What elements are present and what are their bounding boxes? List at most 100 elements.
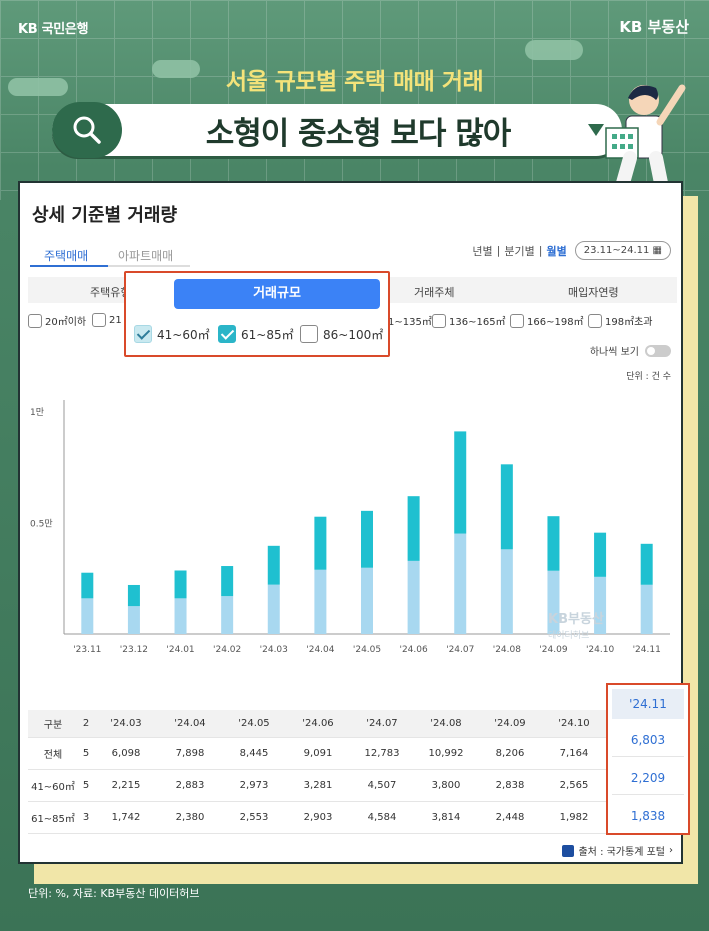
source-link[interactable]: 출처 : 국가통계 포털 › xyxy=(562,843,673,858)
highlight-41-60: 2,209 xyxy=(612,761,684,795)
checkbox-166-198[interactable]: 166~198㎡ xyxy=(510,313,584,328)
checkbox-20[interactable]: 20㎡이하 xyxy=(28,313,86,328)
document-icon xyxy=(562,844,575,857)
bar-segment-mid xyxy=(81,572,94,599)
checkbox-101-135[interactable]: 1~135㎡ xyxy=(388,313,432,328)
caret-down-icon xyxy=(588,124,604,136)
table-cell: 2,883 xyxy=(175,780,205,791)
filter-buyer-age[interactable]: 매입자연령 xyxy=(568,286,619,299)
table-header-row: 구분 2 '24.03 '24.04 '24.05 '24.06 '24.07 '24.08 '… xyxy=(28,710,618,738)
checkbox-label: 136~165㎡ xyxy=(449,317,506,328)
checkbox-box xyxy=(300,325,318,343)
kb-bank-logo: KB 국민은행 xyxy=(18,22,89,37)
table-header-cell: '24.10 xyxy=(558,718,590,729)
size-filter-highlight: 거래규모 41~60㎡ 61~85㎡ 86~100㎡ xyxy=(124,271,390,357)
chevron-right-icon: › xyxy=(669,845,673,856)
bar-segment-mid xyxy=(547,516,560,571)
x-tick-label: '24.11 xyxy=(633,645,661,655)
footer-note: 단위: %, 자료: KB부동산 데이터허브 xyxy=(28,887,200,900)
bar-segment-small xyxy=(314,569,327,634)
unit-label: 단위 : 건 수 xyxy=(626,372,671,382)
filter-housing-type[interactable]: 주택유형 xyxy=(90,286,131,299)
cloud-decoration xyxy=(525,40,583,60)
checkbox-box xyxy=(28,313,42,328)
period-month[interactable]: 월별 xyxy=(546,244,567,258)
period-quarter[interactable]: 분기별 xyxy=(504,244,535,258)
checkbox-box xyxy=(588,313,602,328)
table-row: 41~60㎡ 5 2,215 2,883 2,973 3,281 4,507 3,800 2,8… xyxy=(28,770,618,802)
page-headline: 소형이 중소형 보다 많아 xyxy=(205,116,512,152)
bar-segment-small xyxy=(81,598,94,634)
checkbox-61-85[interactable]: 61~85㎡ xyxy=(218,325,294,343)
bar-segment-mid xyxy=(361,510,373,568)
checkbox-box xyxy=(432,313,446,328)
bar-segment-mid xyxy=(640,543,653,585)
bar-segment-small xyxy=(640,584,653,634)
x-tick-label: '24.04 xyxy=(306,645,335,655)
table-cell: 7,164 xyxy=(559,748,589,759)
period-selector: 년별 | 분기별 | 월별 23.11~24.11 ▦ xyxy=(472,241,671,260)
watermark: KB부동산 xyxy=(548,612,604,627)
tab-apartment[interactable]: 아파트매매 xyxy=(118,249,174,263)
highlight-total: 6,803 xyxy=(612,723,684,757)
y-tick-label: 0.5만 xyxy=(30,519,53,530)
bar-segment-mid xyxy=(454,431,467,534)
table-cell: 3 xyxy=(82,812,90,823)
bar-segment-mid xyxy=(594,532,607,577)
x-tick-label: '24.09 xyxy=(539,645,568,655)
bar-segment-mid xyxy=(127,584,140,607)
table-cell: 6,098 xyxy=(111,748,141,759)
source-text: 출처 : 국가통계 포털 xyxy=(578,847,665,858)
x-tick-label: '23.11 xyxy=(73,645,101,655)
x-tick-label: '24.07 xyxy=(446,645,474,655)
checkbox-label: 86~100㎡ xyxy=(323,327,384,342)
table-cell: 4,507 xyxy=(367,780,397,791)
checkbox-box xyxy=(134,325,152,343)
kb-realestate-logo: KB 부동산 xyxy=(619,18,689,36)
filter-buyer-type[interactable]: 거래주체 xyxy=(414,286,455,299)
period-year[interactable]: 년별 xyxy=(472,244,493,258)
calendar-icon: ▦ xyxy=(652,245,662,256)
date-range-text: 23.11~24.11 xyxy=(583,245,650,256)
table-cell: 3,281 xyxy=(303,780,333,791)
checkbox-box xyxy=(510,313,524,328)
bar-segment-small xyxy=(500,549,513,634)
checkbox-136-165[interactable]: 136~165㎡ xyxy=(432,313,506,328)
bar-chart: 0.5만 1만 '23.11 '23.12 '24.01 '24.02 '24.03 '24.… xyxy=(30,400,670,655)
table-cell: 2,215 xyxy=(111,780,141,791)
table-cell: 2,448 xyxy=(495,812,525,823)
single-view-toggle[interactable] xyxy=(645,344,671,357)
bar-segment-small xyxy=(221,596,234,634)
date-range-picker[interactable]: 23.11~24.11 ▦ xyxy=(574,241,671,260)
checkbox-41-60[interactable]: 41~60㎡ xyxy=(134,325,210,343)
blueprint-grid xyxy=(0,0,709,200)
checkbox-label: 21 xyxy=(109,314,122,326)
checkbox-198-over[interactable]: 198㎡초과 xyxy=(588,313,653,328)
checkbox-label: 61~85㎡ xyxy=(241,327,294,342)
bar-segment-small xyxy=(361,567,373,634)
trade-size-button[interactable]: 거래규모 xyxy=(174,279,380,309)
highlight-61-85: 1,838 xyxy=(630,809,666,823)
x-tick-label: '24.10 xyxy=(586,645,615,655)
x-tick-label: '24.03 xyxy=(260,645,288,655)
tab-housing[interactable]: 주택매매 xyxy=(44,249,89,263)
table-cell: 5 xyxy=(82,748,90,759)
table-header-cell: '24.05 xyxy=(238,718,270,729)
table-header-cell: '24.07 xyxy=(366,718,398,729)
checkbox-label: 20㎡이하 xyxy=(45,317,87,328)
checkbox-21[interactable]: 21 xyxy=(92,313,122,327)
watermark-sub: 데이터허브 xyxy=(548,631,590,641)
bar-segment-small xyxy=(127,606,140,634)
table-cell: 3,800 xyxy=(431,780,461,791)
table-cell: 3,814 xyxy=(431,812,461,823)
table-header-cell: '24.06 xyxy=(302,718,334,729)
checkbox-86-100[interactable]: 86~100㎡ xyxy=(300,325,383,343)
table-cell: 1,742 xyxy=(111,812,141,823)
checkbox-label: 166~198㎡ xyxy=(527,317,584,328)
bar-segment-small xyxy=(454,533,467,634)
table-header-cell: '24.09 xyxy=(494,718,526,729)
checkbox-label: 41~60㎡ xyxy=(157,327,210,342)
bar-segment-mid xyxy=(267,545,280,585)
table-cell: 61~85㎡ xyxy=(31,814,75,825)
page-subtitle: 서울 규모별 주택 매매 거래 xyxy=(225,69,484,95)
